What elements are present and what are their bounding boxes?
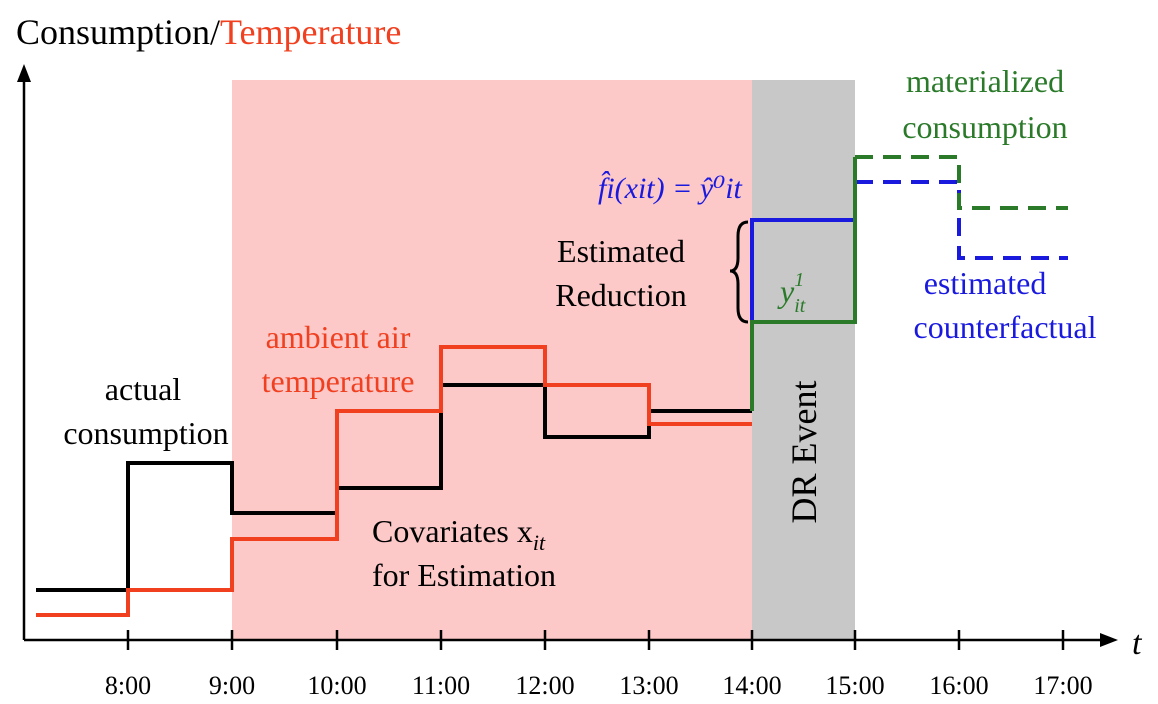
axis-title-consumption: Consumption/ — [16, 12, 220, 52]
tick-label-8: 8:00 — [105, 671, 151, 700]
tick-label-17: 17:00 — [1033, 671, 1092, 700]
estimated-counterfactual-label-1: estimated — [924, 265, 1047, 301]
axis-title: Consumption/Temperature — [16, 12, 401, 52]
estimated-counterfactual-label-2: counterfactual — [914, 309, 1097, 345]
materialized-label-2: consumption — [902, 109, 1067, 145]
x-axis-symbol: t — [1132, 625, 1143, 662]
estimated-reduction-label-1: Estimated — [557, 233, 685, 269]
materialized-symbol: y1 it — [777, 269, 806, 317]
tick-label-12: 12:00 — [515, 671, 574, 700]
tick-label-10: 10:00 — [307, 671, 366, 700]
counterfactual-dashed-line — [855, 180, 1068, 260]
counterfactual-solid-line — [750, 218, 855, 322]
actual-consumption-label-1: actual — [105, 371, 182, 407]
tick-label-13: 13:00 — [619, 671, 678, 700]
tick-label-9: 9:00 — [209, 671, 255, 700]
x-axis-arrow — [1100, 633, 1118, 647]
tick-label-14: 14:00 — [722, 671, 781, 700]
actual-consumption-label-2: consumption — [63, 415, 228, 451]
materialized-label-1: materialized — [906, 63, 1064, 99]
actual-consumption-line — [36, 383, 752, 592]
estimated-reduction-label-2: Reduction — [555, 277, 687, 313]
ambient-temperature-line — [36, 345, 752, 617]
materialized-solid-line — [750, 157, 857, 411]
counterfactual-formula: f̂i(xit) = ŷ⁰it — [598, 171, 743, 205]
x-ticks — [126, 630, 1065, 650]
estimated-reduction-brace — [729, 220, 749, 324]
ambient-temperature-label-2: temperature — [262, 363, 415, 399]
tick-label-16: 16:00 — [929, 671, 988, 700]
materialized-dashed-line — [855, 155, 1068, 210]
tick-label-15: 15:00 — [825, 671, 884, 700]
covariates-region — [232, 80, 752, 640]
covariates-label-2: for Estimation — [372, 557, 556, 593]
tick-label-11: 11:00 — [412, 671, 470, 700]
y-axis-arrow — [17, 64, 31, 82]
covariates-label-1: Covariates xit — [372, 513, 546, 555]
dr-event-region — [752, 80, 855, 640]
ambient-temperature-label-1: ambient air — [266, 319, 411, 355]
axis-title-temperature: Temperature — [220, 12, 401, 52]
dr-event-label: DR Event — [784, 381, 824, 524]
